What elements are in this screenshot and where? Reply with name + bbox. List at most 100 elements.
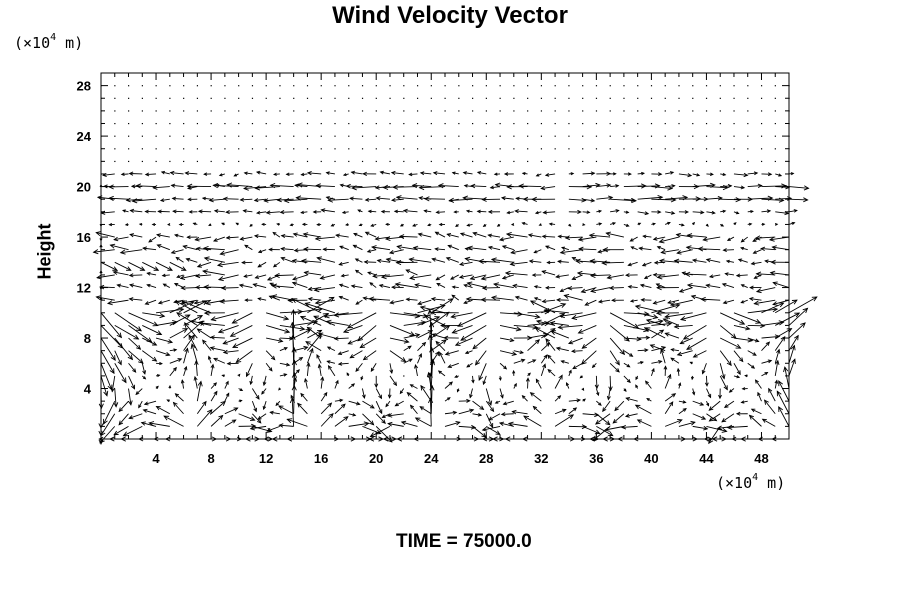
vector-arrowhead bbox=[532, 359, 537, 363]
vector-arrow bbox=[774, 336, 786, 351]
vector-arrowhead bbox=[432, 171, 438, 176]
vector-arrowhead bbox=[721, 282, 727, 287]
vector-arrowhead bbox=[700, 296, 706, 302]
vector-arrowhead bbox=[736, 370, 741, 376]
vector-arrow bbox=[420, 306, 446, 314]
vector-arrow bbox=[128, 388, 132, 405]
vector-arrow bbox=[702, 363, 707, 374]
vector-arrow bbox=[209, 198, 225, 201]
vector-dot bbox=[554, 148, 556, 150]
vector-arrowhead bbox=[703, 426, 709, 431]
vector-dot bbox=[183, 160, 185, 163]
vector-arrowhead bbox=[221, 374, 225, 378]
vector-arrow bbox=[482, 425, 501, 431]
vector-arrowhead bbox=[454, 375, 458, 378]
vector-arrow bbox=[155, 261, 173, 271]
vector-arrow bbox=[701, 298, 721, 301]
vector-dot bbox=[114, 122, 116, 125]
vector-arrowhead bbox=[309, 347, 314, 354]
vector-arrowhead bbox=[220, 285, 227, 291]
vector-dot bbox=[719, 97, 721, 99]
vector-arrowhead bbox=[375, 196, 381, 201]
vector-arrowhead bbox=[755, 318, 762, 324]
vector-arrow bbox=[768, 388, 776, 402]
vector-arrow bbox=[173, 210, 184, 213]
vector-dot bbox=[472, 160, 474, 163]
vector-arrow bbox=[430, 339, 447, 352]
vector-arrow bbox=[535, 327, 556, 339]
vector-arrowhead bbox=[237, 373, 241, 377]
vector-arrow bbox=[519, 185, 542, 188]
vector-arrow bbox=[114, 388, 117, 407]
vector-arrowhead bbox=[676, 367, 681, 372]
vector-arrowhead bbox=[772, 281, 778, 286]
vector-arrow bbox=[609, 362, 620, 373]
vector-arrowhead bbox=[222, 196, 228, 202]
vector-arrow bbox=[495, 184, 514, 188]
vector-arrowhead bbox=[532, 405, 537, 411]
vector-dot bbox=[403, 160, 405, 163]
vector-arrow bbox=[399, 235, 418, 238]
vector-arrowhead bbox=[253, 234, 259, 239]
vector-dot bbox=[609, 97, 611, 99]
vector-arrow bbox=[472, 400, 484, 410]
vector-arrowhead bbox=[670, 357, 675, 362]
vector-arrow bbox=[238, 413, 255, 421]
vector-arrowhead bbox=[414, 417, 421, 423]
vector-arrowhead bbox=[128, 283, 134, 288]
vector-arrow bbox=[320, 402, 332, 415]
vector-arrowhead bbox=[151, 356, 158, 362]
vector-arrow bbox=[499, 388, 504, 398]
vector-arrowhead bbox=[768, 387, 773, 393]
vector-arrow bbox=[485, 388, 492, 406]
vector-arrowhead bbox=[720, 223, 725, 227]
vector-arrow bbox=[596, 184, 611, 188]
vector-arrowhead bbox=[626, 379, 631, 384]
vector-arrow bbox=[169, 301, 194, 314]
vector-arrow bbox=[410, 384, 418, 389]
vector-arrow bbox=[554, 395, 561, 402]
vector-dot bbox=[320, 110, 322, 112]
vector-arrowhead bbox=[634, 304, 641, 310]
vector-arrowhead bbox=[157, 209, 162, 214]
vector-dot bbox=[361, 97, 364, 99]
vector-arrowhead bbox=[430, 297, 436, 302]
vector-dot bbox=[210, 160, 212, 163]
vector-dot bbox=[705, 160, 708, 163]
vector-arrowhead bbox=[657, 210, 662, 214]
vector-arrowhead bbox=[477, 412, 483, 417]
vector-arrow bbox=[564, 294, 583, 301]
vector-arrowhead bbox=[687, 173, 693, 178]
vector-arrow bbox=[451, 312, 473, 318]
vector-arrow bbox=[755, 236, 776, 239]
vector-arrow bbox=[448, 245, 459, 251]
vector-arrow bbox=[389, 312, 420, 317]
vector-arrowhead bbox=[629, 238, 634, 242]
vector-arrow bbox=[293, 346, 308, 352]
vector-arrowhead bbox=[560, 246, 566, 250]
vector-dot bbox=[527, 135, 529, 137]
vector-dot bbox=[540, 97, 543, 99]
vector-arrow bbox=[665, 211, 675, 214]
vector-arrow bbox=[415, 364, 418, 376]
vector-arrow bbox=[500, 312, 523, 315]
vector-arrow bbox=[561, 247, 569, 251]
vector-arrow bbox=[419, 406, 432, 415]
vector-arrowhead bbox=[218, 414, 224, 420]
vector-arrowhead bbox=[220, 400, 226, 406]
vector-arrow bbox=[772, 299, 790, 305]
vector-arrowhead bbox=[560, 360, 565, 364]
vector-arrow bbox=[103, 400, 116, 425]
vector-arrowhead bbox=[529, 392, 535, 397]
vector-arrow bbox=[749, 298, 762, 301]
vector-arrowhead bbox=[702, 236, 708, 242]
vector-arrow bbox=[161, 171, 170, 175]
vector-dot bbox=[540, 110, 543, 112]
vector-arrowhead bbox=[358, 223, 363, 227]
vector-arrow bbox=[401, 421, 418, 427]
vector-arrowhead bbox=[574, 258, 581, 264]
vector-arrow bbox=[128, 350, 144, 364]
vector-arrowhead bbox=[182, 244, 188, 250]
vector-arrow bbox=[181, 380, 185, 389]
vector-arrowhead bbox=[142, 376, 147, 380]
